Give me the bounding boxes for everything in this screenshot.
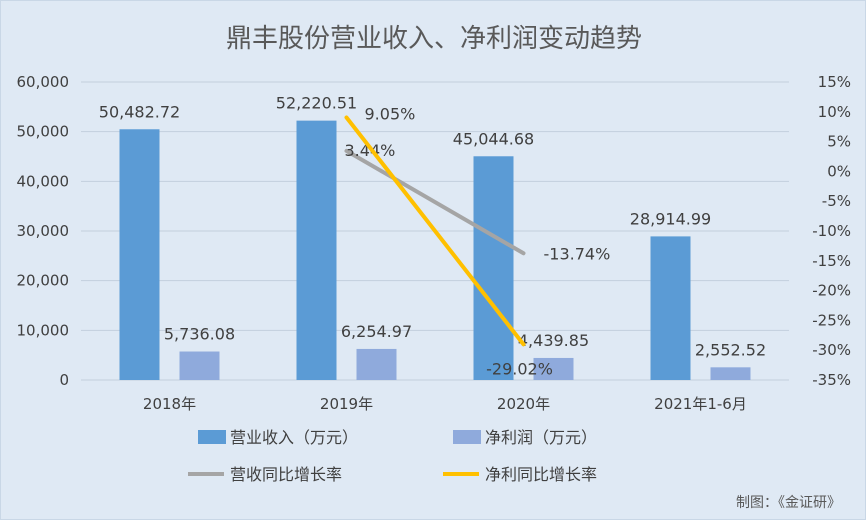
left-tick-label: 20,000	[17, 272, 70, 290]
left-tick-label: 30,000	[17, 222, 70, 240]
right-tick-label: -30%	[812, 341, 851, 359]
bars: 50,482.72 52,220.51 45,044.68 28,914.99 5,73…	[99, 94, 766, 381]
right-tick-label: 10%	[818, 103, 851, 121]
revenue-value-label: 28,914.99	[630, 209, 711, 228]
legend-label: 净利润（万元）	[485, 428, 597, 447]
category-label: 2018年	[143, 395, 196, 413]
net-profit-bar	[710, 367, 751, 380]
left-tick-label: 40,000	[17, 172, 70, 190]
net-profit-value-label: 5,736.08	[164, 325, 235, 344]
category-label: 2021年1-6月	[654, 395, 747, 413]
legend: 营业收入（万元） 净利润（万元） 营收同比增长率 净利同比增长率	[188, 428, 597, 484]
net-profit-value-label: 2,552.52	[695, 340, 766, 359]
revenue-value-label: 52,220.51	[276, 94, 357, 113]
net-profit-value-label: 6,254.97	[341, 322, 412, 341]
legend-swatch	[198, 430, 226, 444]
net-profit-value-label: 4,439.85	[518, 331, 589, 350]
net-profit-bar	[179, 351, 220, 380]
revenue-bar	[650, 236, 691, 380]
right-tick-label: 0%	[827, 162, 851, 180]
revenue-bar	[296, 120, 337, 381]
left-tick-label: 50,000	[17, 123, 70, 141]
revenue-value-label: 50,482.72	[99, 102, 180, 121]
net-profit-bar	[356, 348, 397, 380]
left-tick-label: 0	[59, 371, 69, 389]
net-profit-growth-label: 9.05%	[365, 104, 416, 123]
right-tick-label: -35%	[812, 371, 851, 389]
legend-label: 净利同比增长率	[485, 465, 597, 484]
legend-label: 营业收入（万元）	[230, 428, 358, 447]
left-axis: 0 10,000 20,000 30,000 40,000 50,000 60,000	[17, 73, 70, 389]
source-note: 制图：《金证研》	[736, 495, 841, 511]
left-tick-label: 10,000	[17, 321, 70, 339]
revenue-value-label: 45,044.68	[453, 129, 534, 148]
right-tick-label: -20%	[812, 282, 851, 300]
right-tick-label: 5%	[827, 133, 851, 151]
net-profit-growth-line	[344, 115, 526, 347]
chart-title: 鼎丰股份营业收入、净利润变动趋势	[226, 24, 642, 54]
revenue-growth-line	[344, 148, 526, 256]
legend-swatch	[453, 430, 481, 444]
right-tick-label: -25%	[812, 311, 851, 329]
revenue-growth-label: -13.74%	[544, 244, 611, 263]
right-axis: -35% -30% -25% -20% -15% -10% -5% 0% 5% 10% 15%	[812, 73, 851, 389]
rate-lines: 3.44%-13.74%9.05%-29.02%	[344, 104, 611, 378]
category-label: 2019年	[320, 395, 373, 413]
net-profit-bar	[533, 357, 574, 380]
category-label: 2020年	[497, 395, 550, 413]
right-tick-label: 15%	[818, 73, 851, 91]
gridlines	[81, 81, 789, 381]
right-tick-label: -15%	[812, 252, 851, 270]
right-tick-label: -10%	[812, 222, 851, 240]
revenue-bar	[473, 156, 514, 380]
category-labels: 2018年 2019年 2020年 2021年1-6月	[143, 395, 747, 413]
legend-label: 营收同比增长率	[230, 465, 342, 484]
right-tick-label: -5%	[822, 192, 851, 210]
revenue-bar	[119, 129, 160, 380]
left-tick-label: 60,000	[17, 73, 70, 91]
net-profit-growth-label: -29.02%	[486, 359, 553, 378]
